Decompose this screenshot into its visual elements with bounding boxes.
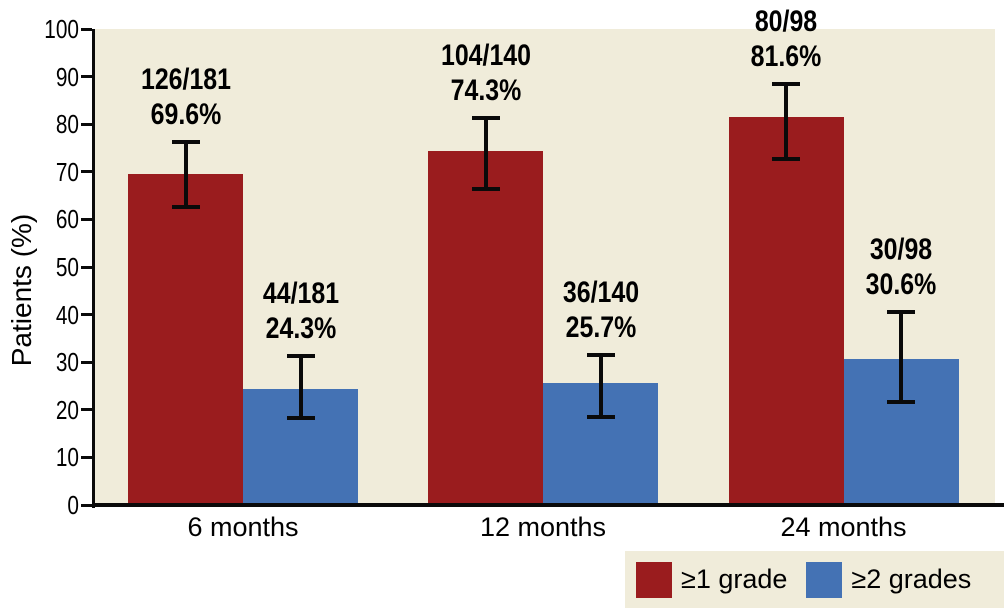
legend-swatch-ge1	[636, 561, 672, 598]
bar-label-fraction: 30/98	[869, 232, 933, 266]
y-tick-label: 10	[55, 442, 79, 473]
bar-ge1-grade	[428, 151, 543, 505]
error-bar-cap-top	[887, 309, 915, 314]
bar-label-fraction: 44/181	[262, 277, 339, 311]
error-bar-cap-top	[586, 352, 615, 357]
y-tick-label: 30	[55, 347, 79, 378]
bar-ge1-grade	[128, 173, 243, 505]
y-tick-mark	[81, 360, 92, 364]
legend-swatch-ge2	[806, 561, 843, 598]
y-tick-label: 80	[55, 109, 79, 140]
y-tick-mark	[81, 408, 92, 412]
bar-value-label: 36/140 25.7%	[518, 275, 684, 345]
error-bar-cap-bottom	[171, 204, 200, 209]
plot-area: 0 10 20 30 40 50 60 70 80 90 100 126/181 69.6% 104/14…	[44, 5, 1004, 542]
bar-value-label: 126/181 69.6%	[103, 62, 269, 132]
x-category-label: 24 months	[780, 512, 907, 542]
error-bar-line	[598, 354, 603, 417]
bar-label-percent: 25.7%	[565, 310, 636, 344]
y-tick-mark	[81, 455, 92, 459]
legend-entry-ge1: ≥1 grade	[636, 561, 788, 598]
y-axis-line	[92, 29, 95, 508]
error-bar-cap-top	[286, 354, 315, 359]
bar-label-percent: 24.3%	[265, 312, 336, 346]
legend-entry-ge2: ≥2 grades	[806, 561, 972, 598]
bar-label-percent: 30.6%	[865, 267, 937, 301]
legend-label-ge1: ≥1 grade	[681, 564, 788, 594]
y-tick-mark	[81, 27, 92, 31]
y-tick-mark	[81, 122, 92, 126]
legend-label-ge2: ≥2 grades	[851, 564, 972, 594]
y-tick-label: 70	[55, 156, 79, 187]
error-bar-cap-bottom	[286, 415, 315, 420]
y-tick-label: 40	[55, 299, 79, 330]
bar-label-percent: 74.3%	[450, 74, 521, 108]
bar-value-label: 104/140 74.3%	[403, 38, 569, 108]
bar-label-fraction: 104/140	[440, 39, 531, 73]
y-tick-label: 0	[67, 490, 79, 520]
y-tick-mark	[81, 170, 92, 174]
y-tick-label: 100	[44, 14, 79, 44]
error-bar-line	[183, 142, 188, 207]
y-tick-label: 90	[55, 61, 79, 92]
y-tick-mark	[81, 75, 92, 79]
x-axis-line	[92, 503, 1004, 507]
bar-label-fraction: 126/181	[140, 63, 231, 97]
error-bar-cap-bottom	[772, 157, 800, 162]
error-bar-cap-top	[772, 82, 800, 87]
bar-label-percent: 81.6%	[750, 40, 822, 74]
error-bar-line	[899, 311, 903, 402]
error-bar-line	[298, 356, 303, 418]
error-bar-cap-top	[171, 140, 200, 145]
error-bar-line	[483, 118, 488, 190]
y-tick-mark	[81, 503, 92, 507]
bar-label-fraction: 80/98	[754, 5, 818, 39]
y-axis-title-text: Patients (%)	[6, 213, 37, 367]
bar-value-label: 30/98 30.6%	[818, 232, 984, 302]
y-tick-mark	[81, 313, 92, 317]
bar-label-percent: 69.6%	[150, 98, 221, 132]
y-tick-label: 60	[55, 204, 79, 235]
bar-value-label: 44/181 24.3%	[218, 276, 384, 346]
error-bar-cap-bottom	[586, 414, 615, 419]
error-bar-cap-bottom	[887, 399, 915, 404]
legend: ≥1 grade ≥2 grades	[625, 551, 1004, 608]
error-bar-cap-top	[471, 116, 500, 121]
x-category-label: 12 months	[479, 512, 607, 542]
x-category-label: 6 months	[187, 512, 299, 542]
y-tick-label: 20	[55, 394, 79, 425]
bar-label-fraction: 36/140	[562, 275, 639, 309]
y-tick-label: 50	[55, 252, 79, 282]
error-bar-cap-bottom	[471, 187, 500, 192]
error-bar-line	[784, 84, 788, 160]
y-tick-mark	[81, 265, 92, 269]
bar-value-label: 80/98 81.6%	[703, 4, 869, 74]
y-tick-mark	[81, 217, 92, 221]
bar-ge1-grade	[728, 116, 844, 505]
